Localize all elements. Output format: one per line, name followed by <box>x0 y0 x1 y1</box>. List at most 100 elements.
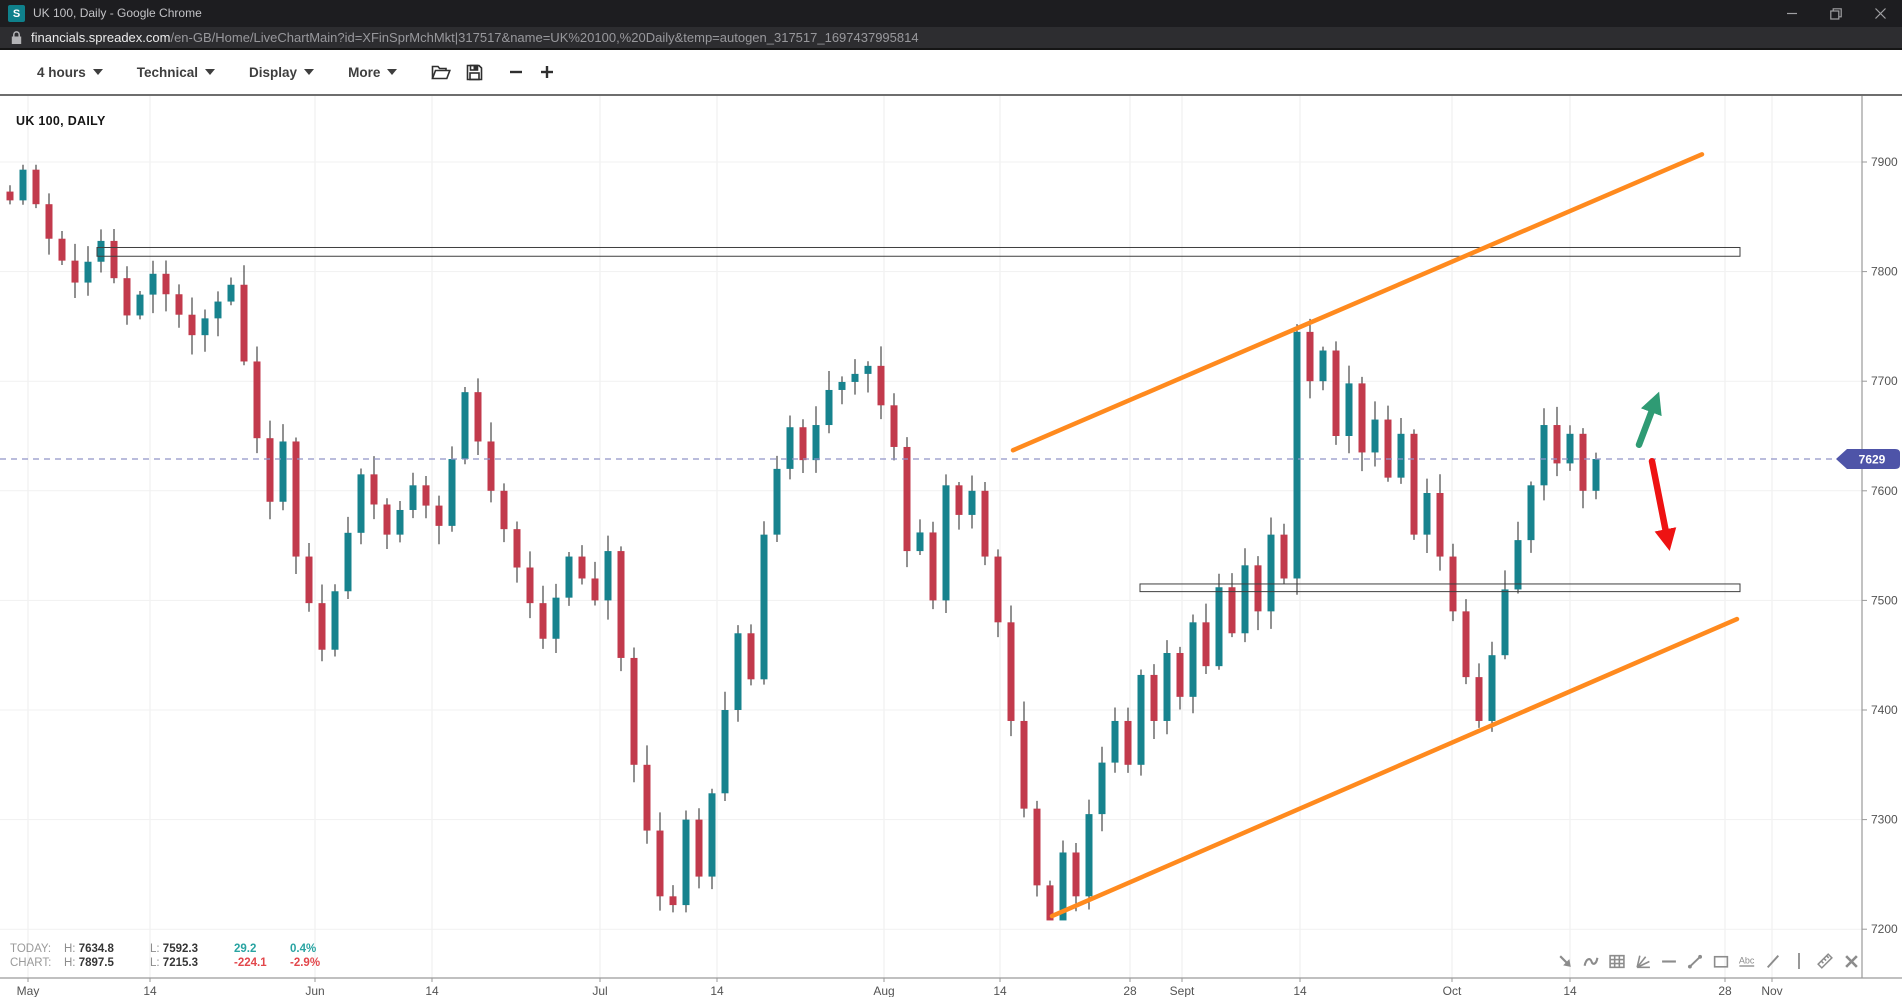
zoom-in-icon <box>541 66 554 78</box>
trend-line-tool-button[interactable] <box>1686 952 1704 970</box>
drawing-toolbar: Abc <box>1556 952 1860 970</box>
text-tool-button[interactable]: Abc <box>1738 952 1756 970</box>
timeframe-menu[interactable]: 4 hours <box>37 65 103 80</box>
page-url: financials.spreadex.com/en-GB/Home/LiveC… <box>31 30 919 45</box>
window-titlebar: S UK 100, Daily - Google Chrome <box>0 0 1902 27</box>
horizontal-line-tool-button[interactable] <box>1660 952 1678 970</box>
chevron-down-icon <box>387 69 398 75</box>
y-axis-label: 7600 <box>1871 484 1898 498</box>
close-drawing-toolbar-button[interactable] <box>1842 952 1860 970</box>
today-change-pct: 0.4% <box>290 943 317 955</box>
x-axis-label: Jul <box>592 984 607 997</box>
today-change: 29.2 <box>234 943 257 955</box>
x-axis-label: May <box>17 984 40 997</box>
x-axis-label: 14 <box>1563 984 1577 997</box>
session-stats: TODAY: H: 7634.8 L: 7592.3 29.2 0.4% CHA… <box>10 942 338 970</box>
svg-text:Abc: Abc <box>1739 955 1755 965</box>
close-button[interactable] <box>1858 0 1902 27</box>
x-axis-label: 14 <box>425 984 439 997</box>
trendline-lower[interactable] <box>1049 616 1740 919</box>
more-menu[interactable]: More <box>348 65 398 80</box>
y-axis-label: 7500 <box>1871 593 1898 607</box>
level-box-support[interactable] <box>1139 583 1741 593</box>
trendline-upper[interactable] <box>1010 152 1705 453</box>
y-axis-label: 7400 <box>1871 703 1898 717</box>
fan-lines-icon <box>1636 954 1650 968</box>
price-chart[interactable]: 7900 7800 7700 7600 7500 7400 7300 7200 May 14 Jun… <box>0 96 1902 997</box>
today-stats-row: TODAY: H: 7634.8 L: 7592.3 29.2 0.4% <box>10 942 338 956</box>
rectangle-tool-button[interactable] <box>1712 952 1730 970</box>
chevron-down-icon <box>304 69 315 75</box>
current-price-value: 7629 <box>1859 453 1886 467</box>
chart-change-pct: -2.9% <box>290 957 321 969</box>
today-high: 7634.8 <box>78 943 114 955</box>
fan-lines-tool-button[interactable] <box>1634 952 1652 970</box>
lock-icon[interactable] <box>11 30 22 45</box>
zoom-in-button[interactable] <box>539 64 555 80</box>
separator-icon <box>1798 953 1800 969</box>
chart-stats-row: CHART: H: 7897.5 L: 7215.3 -224.1 -2.9% <box>10 956 338 970</box>
current-price-badge: 7629 <box>1836 449 1900 470</box>
today-low: 7592.3 <box>162 943 198 955</box>
rectangle-icon <box>1713 955 1729 968</box>
ruler-tool-button[interactable] <box>1816 952 1834 970</box>
pointer-tool-button[interactable] <box>1556 952 1574 970</box>
restore-icon <box>1830 7 1842 20</box>
up-arrow-annotation[interactable] <box>1635 391 1662 449</box>
x-axis-label: 14 <box>143 984 157 997</box>
curve-tool-button[interactable] <box>1582 952 1600 970</box>
x-axis-label: Nov <box>1761 984 1782 997</box>
display-menu[interactable]: Display <box>249 65 315 80</box>
chevron-down-icon <box>92 69 103 75</box>
y-axis-label: 7900 <box>1871 155 1898 169</box>
restore-button[interactable] <box>1814 0 1858 27</box>
x-axis-label: 14 <box>993 984 1007 997</box>
chart-low: 7215.3 <box>162 957 198 969</box>
window-title: UK 100, Daily - Google Chrome <box>33 6 202 20</box>
chart-change: -224.1 <box>234 957 267 969</box>
open-folder-icon <box>431 65 452 79</box>
x-axis-label: 14 <box>1293 984 1307 997</box>
zoom-out-button[interactable] <box>508 64 524 80</box>
chart-area: 7900 7800 7700 7600 7500 7400 7300 7200 May 14 Jun… <box>0 94 1902 997</box>
y-axis-label: 7300 <box>1871 813 1898 827</box>
y-axis-label: 7700 <box>1871 374 1898 388</box>
ruler-icon <box>1817 953 1833 969</box>
candlestick-series[interactable] <box>6 164 1600 921</box>
text-icon: Abc <box>1739 955 1755 967</box>
chart-symbol-title: UK 100, DAILY <box>16 114 106 128</box>
down-arrow-annotation[interactable] <box>1648 457 1677 551</box>
address-bar: financials.spreadex.com/en-GB/Home/LiveC… <box>0 27 1902 50</box>
save-button[interactable] <box>466 64 483 81</box>
y-axis-label: 7200 <box>1871 922 1898 936</box>
line-icon <box>1766 954 1780 968</box>
spreadex-logo-icon: S <box>8 5 25 22</box>
chevron-down-icon <box>205 69 216 75</box>
save-icon <box>467 64 483 80</box>
horizontal-line-icon <box>1662 959 1676 963</box>
chart-high: 7897.5 <box>78 957 114 969</box>
grid-table-icon <box>1609 954 1625 968</box>
trend-line-icon <box>1687 954 1703 969</box>
close-icon <box>1874 8 1886 19</box>
x-axis-label: Oct <box>1443 984 1462 997</box>
x-axis-label: 28 <box>1123 984 1137 997</box>
x-axis-label: Aug <box>873 984 894 997</box>
pointer-arrow-icon <box>1558 954 1571 967</box>
minimize-icon <box>1786 12 1797 15</box>
grid-tool-button[interactable] <box>1608 952 1626 970</box>
level-box-resistance[interactable] <box>96 246 1741 257</box>
x-axis-label: Sept <box>1170 984 1195 997</box>
x-axis-label: Jun <box>305 984 324 997</box>
minimize-button[interactable] <box>1770 0 1814 27</box>
technical-menu[interactable]: Technical <box>137 65 216 80</box>
open-folder-button[interactable] <box>431 64 452 81</box>
curve-icon <box>1583 957 1599 966</box>
toolbar-separator <box>1790 952 1808 970</box>
x-axis-label: 14 <box>710 984 724 997</box>
zoom-out-icon <box>510 70 523 74</box>
line-tool-button[interactable] <box>1764 952 1782 970</box>
x-axis-label: 28 <box>1718 984 1732 997</box>
close-icon <box>1844 954 1858 968</box>
